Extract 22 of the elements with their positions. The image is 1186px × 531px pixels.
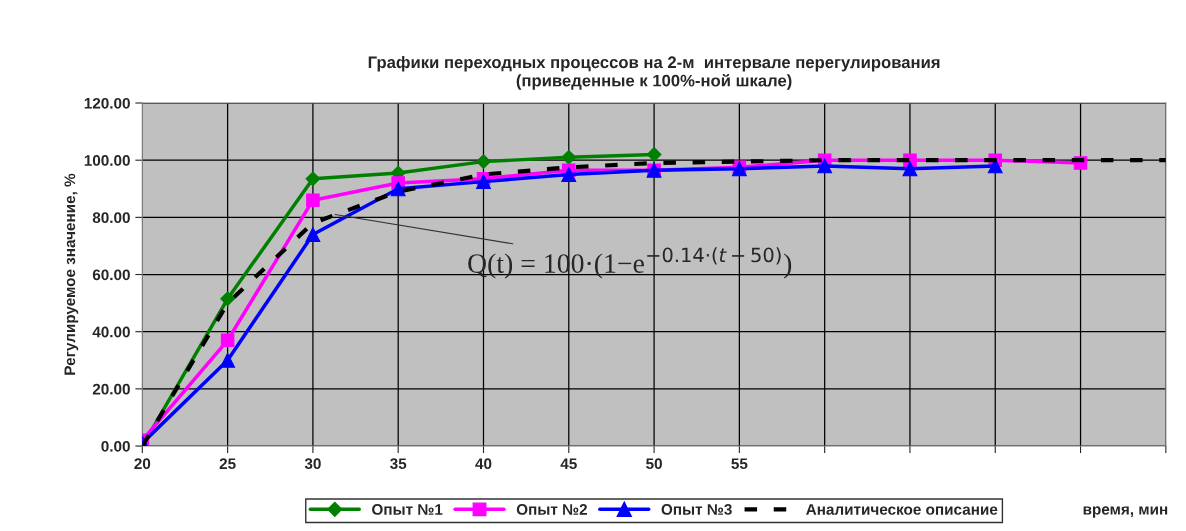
x-tick-label: 30	[304, 458, 321, 470]
x-tick-label: 50	[646, 458, 662, 470]
y-tick-label: 100.00	[84, 155, 130, 166]
legend-label: Аналитическое описание	[806, 504, 998, 515]
y-axis-title: Регулируемое значение, %	[64, 173, 79, 375]
legend-label: Опыт №1	[372, 504, 443, 515]
x-axis-title: время, мин	[1083, 506, 1168, 518]
y-tick-label: 60.00	[92, 269, 130, 281]
x-tick-label: 40	[475, 458, 492, 470]
y-tick-label: 20.00	[92, 383, 130, 395]
x-tick-label: 45	[560, 458, 577, 470]
chart-title: Графики переходных процессов на 2-м интервале перегулирования (приведенные к 100%-ной шкале)	[368, 55, 940, 90]
legend-label: Опыт №3	[661, 504, 732, 515]
y-tick-label: 80.00	[92, 212, 130, 224]
x-tick-label: 55	[731, 458, 748, 470]
y-tick-label: 40.00	[92, 326, 130, 338]
x-tick-label: 20	[134, 458, 151, 470]
legend-label: Опыт №2	[516, 504, 587, 515]
y-tick-label: 0.00	[101, 440, 130, 452]
x-tick-label: 25	[219, 458, 236, 470]
x-tick-label: 35	[390, 458, 407, 470]
y-tick-label: 120.00	[84, 97, 130, 109]
